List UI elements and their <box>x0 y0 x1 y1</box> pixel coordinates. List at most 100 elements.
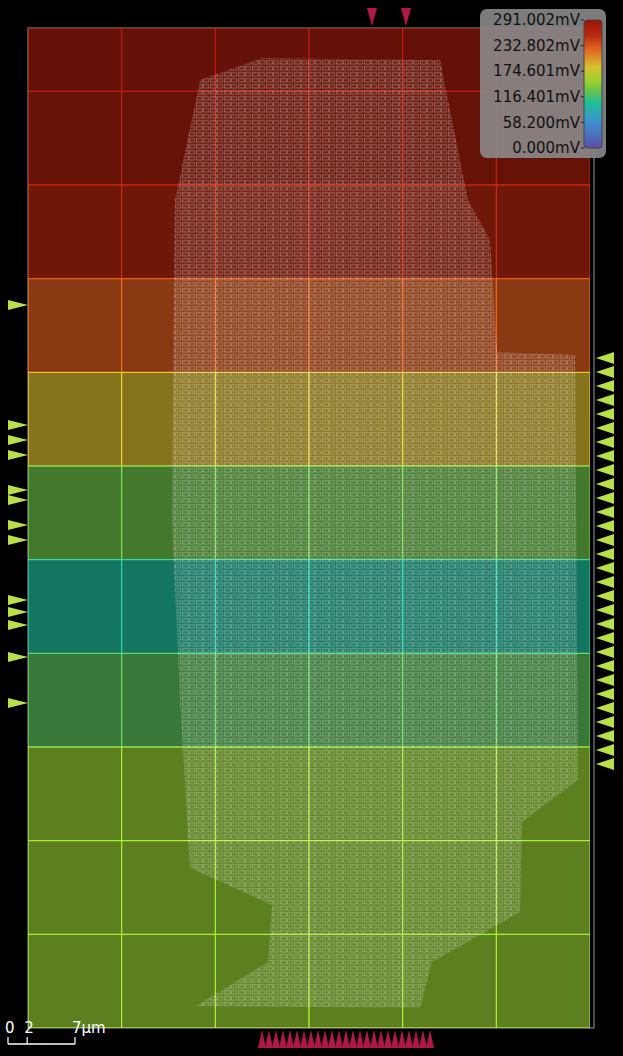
scale-bar-label: 7μm <box>72 1019 106 1037</box>
pin <box>596 716 614 728</box>
heat-cell <box>28 185 122 279</box>
colorbar-tick <box>581 122 584 123</box>
pin <box>596 632 614 644</box>
pins <box>8 8 614 1048</box>
colorbar-tick <box>581 45 584 46</box>
heat-cell <box>28 466 122 560</box>
pin <box>596 492 614 504</box>
pin <box>8 495 28 505</box>
pin <box>596 744 614 756</box>
legend-box <box>480 9 606 158</box>
pin <box>596 520 614 532</box>
pin <box>286 1030 294 1048</box>
pin <box>307 1030 315 1048</box>
heat-cell <box>28 372 122 466</box>
pin <box>8 607 28 617</box>
colorbar-tick <box>581 71 584 72</box>
pin <box>258 1030 266 1048</box>
colorbar-label: 174.601mV <box>493 62 581 80</box>
pin <box>384 1030 392 1048</box>
pin <box>8 485 28 495</box>
pin <box>596 604 614 616</box>
pin <box>426 1030 434 1048</box>
pin <box>596 618 614 630</box>
pin <box>596 702 614 714</box>
pin <box>300 1030 308 1048</box>
pin <box>596 730 614 742</box>
pin <box>596 436 614 448</box>
pin <box>596 450 614 462</box>
pin <box>405 1030 413 1048</box>
pin <box>8 520 28 530</box>
pin <box>596 366 614 378</box>
pin <box>596 534 614 546</box>
heat-cell <box>28 841 122 935</box>
heat-cell <box>28 653 122 747</box>
pin <box>596 660 614 672</box>
pin <box>328 1030 336 1048</box>
colorbar-label: 0.000mV <box>512 139 581 157</box>
pin <box>314 1030 322 1048</box>
pin <box>596 758 614 770</box>
pin <box>596 422 614 434</box>
pin <box>596 674 614 686</box>
pin <box>398 1030 406 1048</box>
placement-region-tint <box>172 58 578 1008</box>
pin <box>596 590 614 602</box>
heat-cell <box>28 747 122 841</box>
scale-bar-tick <box>7 1037 8 1044</box>
pin <box>596 562 614 574</box>
pin <box>596 352 614 364</box>
pin <box>596 506 614 518</box>
heat-cell <box>122 934 216 1028</box>
pin <box>349 1030 357 1048</box>
heat-cell <box>28 279 122 373</box>
pin <box>596 478 614 490</box>
colorbar-tick <box>581 148 584 149</box>
pin <box>596 380 614 392</box>
die-boundary <box>28 28 594 1028</box>
heat-cell <box>28 560 122 654</box>
pin <box>279 1030 287 1048</box>
pin <box>596 688 614 700</box>
pin <box>8 595 28 605</box>
pin <box>596 464 614 476</box>
pin <box>8 652 28 662</box>
colorbar-label: 291.002mV <box>493 11 581 29</box>
heat-cell <box>496 934 590 1028</box>
pin <box>8 300 28 310</box>
colorbar-label: 116.401mV <box>493 88 581 106</box>
scale-bar: 02 7μm <box>5 1019 106 1044</box>
pin <box>293 1030 301 1048</box>
heat-cell <box>28 91 122 185</box>
pin <box>377 1030 385 1048</box>
colorbar-tick <box>581 96 584 97</box>
pin <box>419 1030 427 1048</box>
colorbar-label: 232.802mV <box>493 37 581 55</box>
pin <box>596 576 614 588</box>
scale-bar-line <box>8 1043 75 1045</box>
pin <box>596 548 614 560</box>
placement-region <box>172 58 578 1008</box>
pin <box>8 698 28 708</box>
colorbar-tick <box>581 20 584 21</box>
heatmap-view: 291.002mV232.802mV174.601mV116.401mV58.2… <box>0 0 623 1056</box>
pin <box>412 1030 420 1048</box>
pin <box>265 1030 273 1048</box>
pin <box>401 8 411 26</box>
pin <box>8 620 28 630</box>
pin <box>8 420 28 430</box>
pin <box>8 435 28 445</box>
pin <box>321 1030 329 1048</box>
pin <box>596 646 614 658</box>
pin <box>596 394 614 406</box>
scale-bar-label: 0 <box>5 1019 15 1037</box>
scale-bar-label: 2 <box>24 1019 34 1037</box>
heat-cell <box>28 934 122 1028</box>
pin <box>335 1030 343 1048</box>
pin <box>370 1030 378 1048</box>
pin <box>342 1030 350 1048</box>
heatmap-cells <box>28 28 590 1028</box>
scale-bar-tick <box>27 1037 28 1044</box>
scale-bar-tick <box>74 1037 75 1044</box>
